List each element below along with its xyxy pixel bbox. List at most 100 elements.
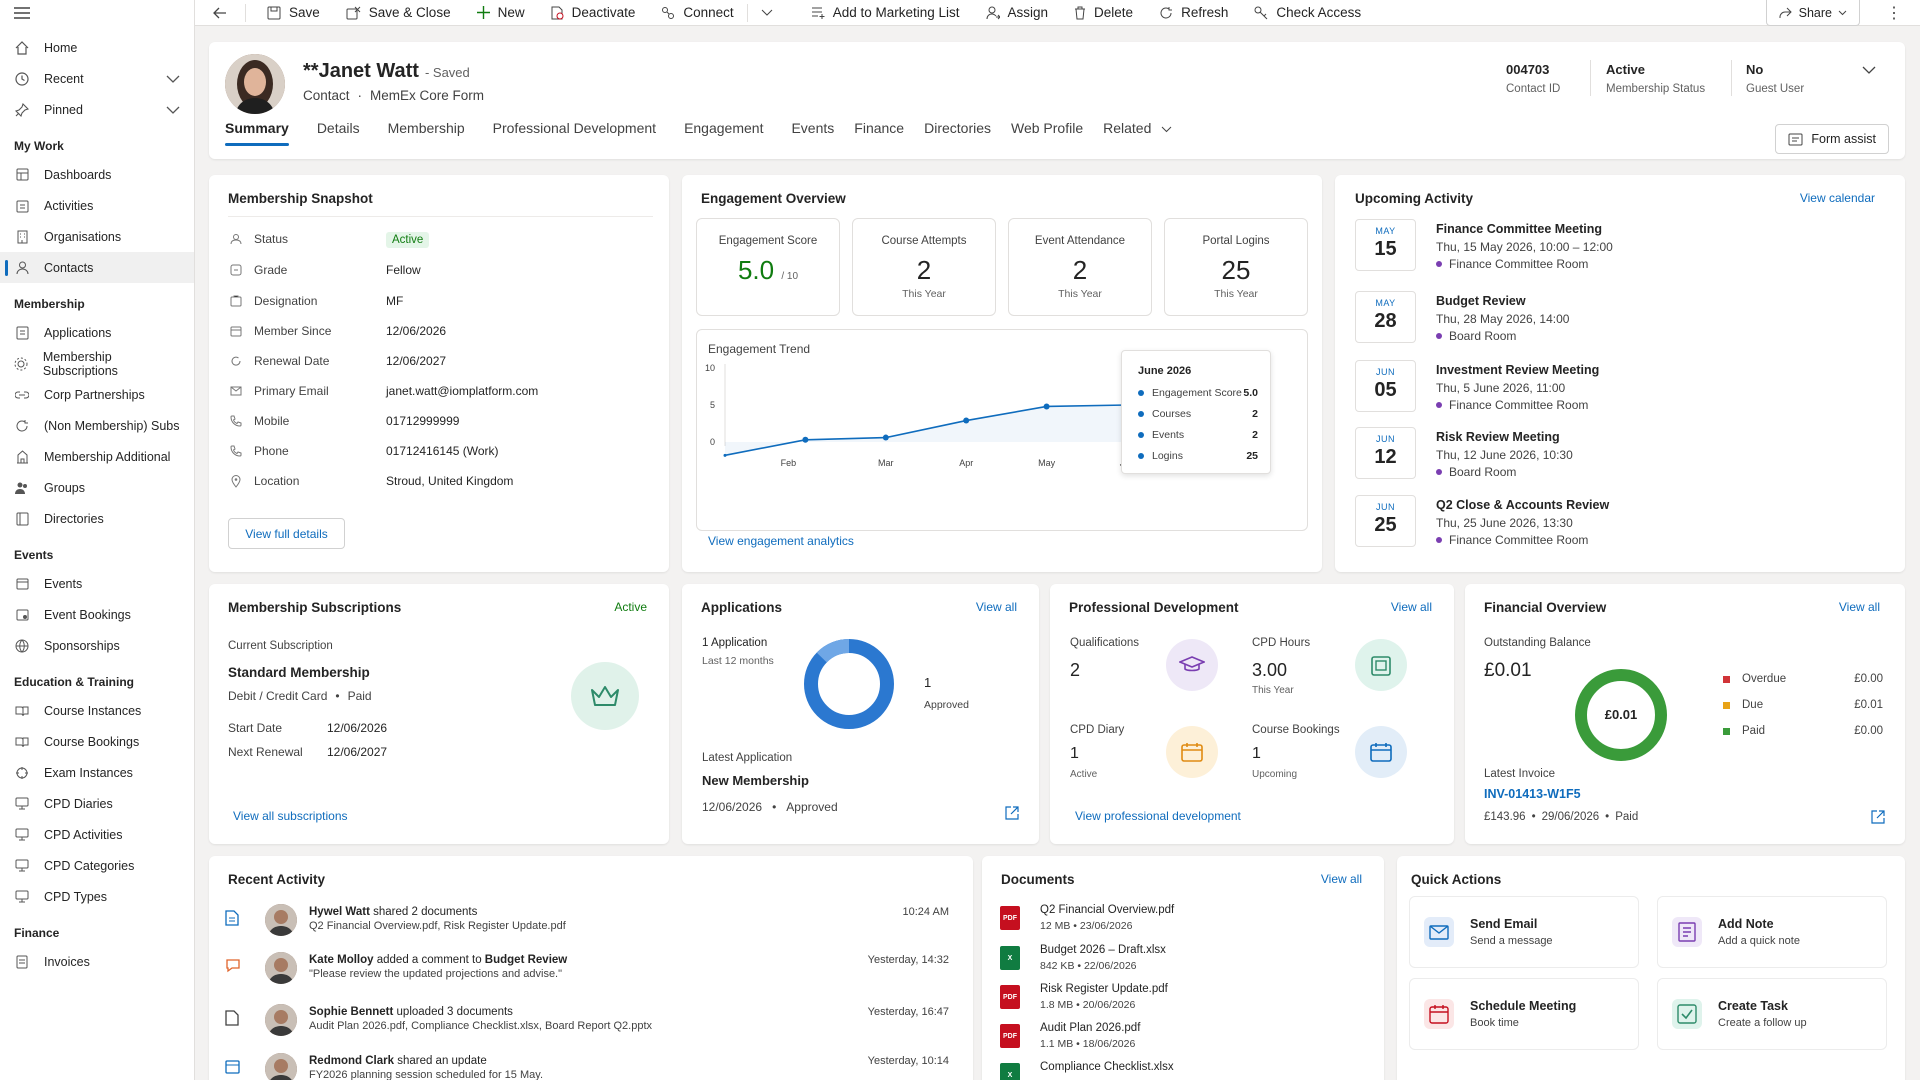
view-calendar-link[interactable]: View calendar — [1799, 191, 1875, 205]
nav-exam-instances[interactable]: Exam Instances — [0, 757, 194, 788]
form-assist-button[interactable]: Form assist — [1775, 124, 1889, 154]
more-commands-icon[interactable]: ⋮ — [1886, 5, 1902, 22]
nav-recent[interactable]: Recent — [0, 63, 194, 94]
nav-invoices[interactable]: Invoices — [0, 946, 194, 977]
back-button[interactable] — [195, 0, 245, 26]
nav-membership-subscriptions[interactable]: Membership Subscriptions — [0, 348, 194, 379]
document-item[interactable]: X Budget 2026 – Draft.xlsx 842 KB • 22/06/… — [1000, 944, 1300, 980]
nav-course-instances[interactable]: Course Instances — [0, 695, 194, 726]
nav-dashboards[interactable]: Dashboards — [0, 159, 194, 190]
nav-organisations[interactable]: Organisations — [0, 221, 194, 252]
create-task-action[interactable]: Create Task Create a follow up — [1657, 978, 1887, 1050]
tab-web-profile[interactable]: Web Profile — [1011, 120, 1084, 136]
nav-cpd-activities[interactable]: CPD Activities — [0, 819, 194, 850]
calendar-event-item[interactable]: MAY 15 Finance Committee Meeting Thu, 15 Ma… — [1355, 219, 1875, 277]
view-engagement-analytics-link[interactable]: View engagement analytics — [708, 534, 854, 548]
event-date-badge: JUN 12 — [1355, 427, 1416, 479]
tab-finance[interactable]: Finance — [854, 120, 905, 136]
view-all-financial-link[interactable]: View all — [1838, 600, 1880, 614]
nav-home[interactable]: Home — [0, 32, 194, 63]
nav-non-membership-subs[interactable]: (Non Membership) Subs — [0, 410, 194, 441]
nav-cpd-categories[interactable]: CPD Categories — [0, 850, 194, 881]
send-email-action[interactable]: Send Email Send a message — [1409, 896, 1639, 968]
chevron-down-icon[interactable] — [166, 75, 180, 83]
tab-engagement[interactable]: Engagement — [684, 120, 764, 136]
view-profdev-link[interactable]: View professional development — [1075, 809, 1241, 823]
share-button[interactable]: Share — [1765, 0, 1860, 26]
add-to-marketing-list-button[interactable]: Add to Marketing List — [798, 0, 973, 26]
nav-groups[interactable]: Groups — [0, 472, 194, 503]
refresh-button[interactable]: Refresh — [1146, 0, 1241, 26]
view-full-details-button[interactable]: View full details — [228, 518, 345, 549]
deactivate-button[interactable]: Deactivate — [538, 0, 649, 26]
nav-corp-partnerships[interactable]: Corp Partnerships — [0, 379, 194, 410]
grade-icon — [228, 264, 244, 276]
activity-item[interactable]: Sophie Bennett uploaded 3 documents Audit… — [209, 1004, 969, 1052]
nav-cpd-types[interactable]: CPD Types — [0, 881, 194, 912]
document-item[interactable]: PDF Risk Register Update.pdf 1.8 MB • 20/0… — [1000, 983, 1300, 1019]
schedule-meeting-action[interactable]: Schedule Meeting Book time — [1409, 978, 1639, 1050]
nav-sponsorships[interactable]: Sponsorships — [0, 630, 194, 661]
calendar-event-item[interactable]: MAY 28 Budget Review Thu, 28 May 2026, 14:0… — [1355, 291, 1875, 349]
nav-events[interactable]: Events — [0, 568, 194, 599]
header-expand-chevron-icon[interactable] — [1862, 66, 1876, 74]
activity-item[interactable]: Hywel Watt shared 2 documents Q2 Financia… — [209, 904, 969, 952]
nav-event-bookings[interactable]: Event Bookings — [0, 599, 194, 630]
field-label: Grade — [254, 263, 288, 277]
nav-directories[interactable]: Directories — [0, 503, 194, 534]
activity-user: Sophie Bennett — [309, 1006, 394, 1018]
document-item[interactable]: X Compliance Checklist.xlsx — [1000, 1061, 1300, 1080]
connect-button[interactable]: Connect — [648, 0, 746, 26]
hamburger-menu-button[interactable] — [0, 0, 194, 26]
tab-details[interactable]: Details — [316, 120, 360, 136]
email-link[interactable]: janet.watt@iomplatform.com — [386, 384, 539, 398]
event-date-badge: JUN 25 — [1355, 495, 1416, 547]
open-external-icon[interactable] — [1005, 806, 1019, 820]
save-close-button[interactable]: Save & Close — [333, 0, 464, 26]
nav-activities[interactable]: Activities — [0, 190, 194, 221]
tab-directories[interactable]: Directories — [924, 120, 991, 136]
calendar-person-icon — [14, 607, 30, 623]
chevron-down-icon[interactable] — [166, 106, 180, 114]
activity-item[interactable]: Redmond Clark shared an update FY2026 pla… — [209, 1053, 969, 1080]
connect-dropdown-button[interactable] — [748, 0, 786, 26]
activity-item[interactable]: Kate Molloy added a comment to Budget Re… — [209, 952, 969, 1000]
delete-button[interactable]: Delete — [1061, 0, 1146, 26]
add-note-action[interactable]: Add Note Add a quick note — [1657, 896, 1887, 968]
tab-professional-development[interactable]: Professional Development — [492, 120, 657, 136]
nav-membership-additional[interactable]: Membership Additional — [0, 441, 194, 472]
view-all-documents-link[interactable]: View all — [1320, 872, 1362, 886]
nav-cpd-diaries[interactable]: CPD Diaries — [0, 788, 194, 819]
tab-events[interactable]: Events — [791, 120, 835, 136]
event-month: MAY — [1375, 298, 1396, 308]
tab-summary[interactable]: Summary — [225, 120, 289, 146]
nav-course-bookings[interactable]: Course Bookings — [0, 726, 194, 757]
calendar-event-item[interactable]: JUN 25 Q2 Close & Accounts Review Thu, 25 J… — [1355, 495, 1875, 553]
document-item[interactable]: PDF Audit Plan 2026.pdf 1.1 MB • 18/06/202… — [1000, 1022, 1300, 1058]
check-access-button[interactable]: Check Access — [1241, 0, 1374, 26]
cpd-diary-label: CPD Diary — [1070, 724, 1125, 736]
tab-related[interactable]: Related — [1103, 120, 1172, 146]
legend-item: Paid £0.00 — [1723, 725, 1883, 737]
event-day: 28 — [1374, 310, 1397, 332]
tab-membership[interactable]: Membership — [387, 120, 465, 136]
document-item[interactable]: PDF Q2 Financial Overview.pdf 12 MB • 23/0… — [1000, 904, 1300, 940]
nav-label: (Non Membership) Subs — [44, 418, 180, 433]
legend-dot — [1138, 390, 1144, 396]
calendar-event-item[interactable]: JUN 05 Investment Review Meeting Thu, 5 Jun… — [1355, 360, 1875, 418]
nav-pinned[interactable]: Pinned — [0, 94, 194, 125]
view-all-applications-link[interactable]: View all — [975, 600, 1017, 614]
save-button[interactable]: Save — [254, 0, 333, 26]
form-selector[interactable]: MemEx Core Form — [370, 88, 485, 103]
assign-button[interactable]: Assign — [973, 0, 1062, 26]
open-external-icon[interactable] — [1871, 810, 1885, 824]
view-all-profdev-link[interactable]: View all — [1390, 600, 1432, 614]
new-button[interactable]: New — [464, 0, 538, 26]
calendar-event-item[interactable]: JUN 12 Risk Review Meeting Thu, 12 June 202… — [1355, 427, 1875, 485]
nav-contacts[interactable]: Contacts — [0, 252, 194, 283]
document-meta: 1.1 MB • 18/06/2026 — [1040, 1038, 1136, 1050]
view-all-subscriptions-link[interactable]: View all subscriptions — [233, 809, 348, 823]
nav-applications[interactable]: Applications — [0, 317, 194, 348]
engagement-score-tile: Engagement Score 5.0 / 10 — [696, 218, 840, 316]
latest-invoice-link[interactable]: INV-01413-W1F5 — [1484, 787, 1581, 801]
